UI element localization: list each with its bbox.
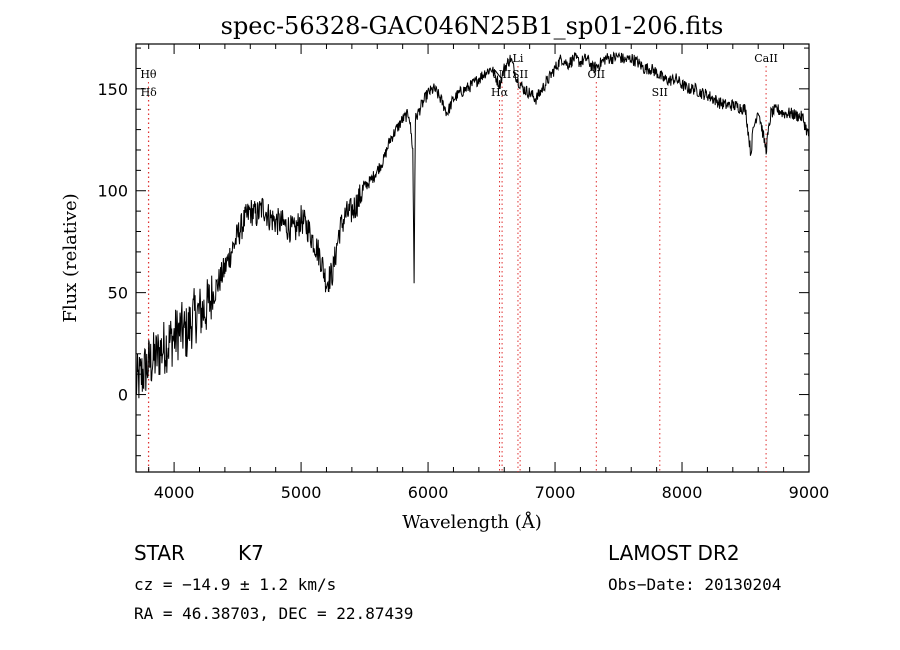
observation-date: Obs−Date: 20130204 [608, 575, 781, 594]
object-class: STAR [134, 541, 185, 565]
axis-ticks: 4000 5000 6000 7000 8000 9000 0 50 100 150 [97, 44, 829, 502]
x-tick-label: 9000 [789, 483, 830, 502]
chart-title: spec-56328-GAC046N25B1_sp01-206.fits [221, 12, 724, 40]
y-tick-label: 50 [108, 284, 128, 303]
redshift-readout: cz = −14.9 ± 1.2 km/s [134, 575, 336, 594]
x-tick-label: 6000 [408, 483, 449, 502]
marker-label: OII [587, 68, 605, 81]
object-subclass: K7 [238, 541, 264, 565]
marker-label: Hδ [141, 86, 158, 99]
marker-label: CaII [754, 52, 778, 65]
x-tick-label: 7000 [535, 483, 576, 502]
x-axis-label: Wavelength (Å) [402, 511, 542, 533]
coordinates-readout: RA = 46.38703, DEC = 22.87439 [134, 604, 413, 623]
marker-label: Hα [491, 86, 509, 99]
y-axis-label: Flux (relative) [60, 193, 81, 322]
x-tick-label: 8000 [662, 483, 703, 502]
plot-frame [135, 43, 810, 473]
survey-name: LAMOST DR2 [608, 541, 740, 565]
y-tick-label: 100 [97, 182, 128, 201]
marker-label: Li [513, 52, 524, 65]
marker-label: SII [512, 68, 528, 81]
x-tick-label: 5000 [281, 483, 322, 502]
y-tick-label: 0 [118, 386, 128, 405]
spectrum-line [135, 51, 809, 399]
y-tick-label: 150 [97, 80, 128, 99]
marker-label: SII [652, 86, 668, 99]
x-tick-label: 4000 [154, 483, 195, 502]
marker-label: Hθ [140, 68, 157, 81]
